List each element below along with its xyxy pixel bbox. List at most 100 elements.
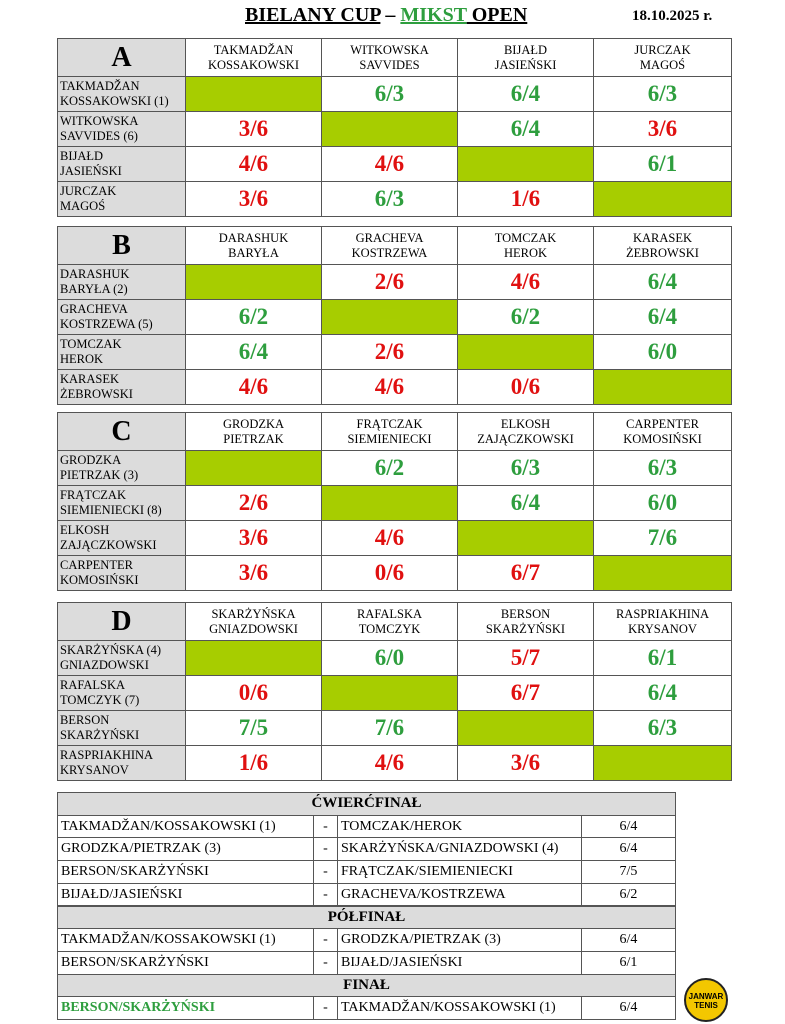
header-line: ŻEBROWSKI xyxy=(626,245,699,260)
score-cell xyxy=(321,299,458,335)
name-line: RASPRIAKHINA xyxy=(60,748,154,762)
score-cell xyxy=(593,369,732,405)
score-cell: 3/6 xyxy=(457,745,594,781)
score-cell xyxy=(185,264,322,300)
score: 6/7 xyxy=(510,680,541,705)
header-line: KOMOSIŃSKI xyxy=(623,431,702,446)
score-cell: 4/6 xyxy=(321,520,458,556)
score-cell: 3/6 xyxy=(185,555,322,591)
score-cell: 4/6 xyxy=(321,146,458,182)
score-cell xyxy=(185,76,322,112)
header-line: TAKMADŽAN xyxy=(213,42,294,57)
name-line: MAGOŚ xyxy=(60,199,106,213)
match-team1: BIJAŁD/JASIEŃSKI xyxy=(57,882,314,907)
score-cell: 3/6 xyxy=(185,111,322,147)
score-cell: 6/0 xyxy=(593,485,732,521)
score-cell: 4/6 xyxy=(185,146,322,182)
match-sep: - xyxy=(313,950,338,975)
name-line: GRACHEVA xyxy=(60,302,128,316)
name-line: SAVVIDES (6) xyxy=(60,129,138,143)
match-sep: - xyxy=(313,928,338,952)
row-name: TOMCZAK HEROK xyxy=(57,334,186,370)
match-sep: - xyxy=(313,860,338,884)
row-name: BIJAŁD JASIEŃSKI xyxy=(57,146,186,182)
score: 6/4 xyxy=(510,116,541,141)
letter: C xyxy=(111,415,132,447)
score-cell: 7/6 xyxy=(593,520,732,556)
name-line: GRODZKA xyxy=(60,453,122,467)
header-line: TOMCZAK xyxy=(494,230,557,245)
sep: - xyxy=(323,1000,328,1016)
row-name: WITKOWSKA SAVVIDES (6) xyxy=(57,111,186,147)
score: 4/6 xyxy=(238,374,269,399)
header-line: MAGOŚ xyxy=(639,57,686,72)
match-sep: - xyxy=(313,814,338,839)
match-score: 6/4 xyxy=(581,996,676,1020)
score-cell: 6/4 xyxy=(457,485,594,521)
name-line: KOSSAKOWSKI (1) xyxy=(60,94,169,108)
score: 4/6 xyxy=(238,151,269,176)
column-header: JURCZAK MAGOŚ xyxy=(593,38,732,77)
match-score: 6/2 xyxy=(581,882,676,907)
score-cell: 6/7 xyxy=(457,555,594,591)
header-line: SKARŻYŃSKA xyxy=(211,606,296,621)
score: 6/7 xyxy=(510,560,541,585)
score-cell: 6/2 xyxy=(457,299,594,335)
logo-text: TENIS xyxy=(694,1001,718,1010)
name-line: HEROK xyxy=(60,352,104,366)
logo: JANWAR TENIS xyxy=(684,978,728,1022)
score: 3/6 xyxy=(238,116,269,141)
score: 6/2 xyxy=(619,886,638,902)
team1: GRODZKA/PIETRZAK (3) xyxy=(61,841,221,857)
name-line: BERSON xyxy=(60,713,110,727)
header-line: ELKOSH xyxy=(500,416,551,431)
header-line: KOSSAKOWSKI xyxy=(208,57,299,72)
name-line: WITKOWSKA xyxy=(60,114,139,128)
letter: B xyxy=(112,229,131,261)
header-line: RASPRIAKHINA xyxy=(615,606,710,621)
match-team2: TAKMADŽAN/KOSSAKOWSKI (1) xyxy=(337,996,582,1020)
score: 1/6 xyxy=(510,186,541,211)
score: 0/6 xyxy=(238,680,269,705)
header-line: KOSTRZEWA xyxy=(351,245,428,260)
score-cell xyxy=(457,710,594,746)
match-team1: GRODZKA/PIETRZAK (3) xyxy=(57,837,314,862)
score: 6/2 xyxy=(510,304,541,329)
logo-text: JANWAR xyxy=(688,992,724,1001)
team1: BERSON/SKARŻYŃSKI xyxy=(61,954,209,970)
name-line: TOMCZAK xyxy=(60,337,122,351)
score: 4/6 xyxy=(374,525,405,550)
name-line: GNIAZDOWSKI xyxy=(60,658,149,672)
score-cell: 3/6 xyxy=(593,111,732,147)
stage-title: ĆWIERĆFINAŁ xyxy=(57,792,676,816)
name-line: JURCZAK xyxy=(60,184,117,198)
stage: ĆWIERĆFINAŁ xyxy=(311,795,422,812)
score-cell: 2/6 xyxy=(321,334,458,370)
score: 3/6 xyxy=(238,186,269,211)
score-cell xyxy=(593,745,732,781)
score: 6/0 xyxy=(647,339,678,364)
title-part: MIKST xyxy=(400,4,467,26)
column-header: BIJAŁD JASIEŃSKI xyxy=(457,38,594,77)
header-line: SIEMIENIECKI xyxy=(347,431,432,446)
name-line: JASIEŃSKI xyxy=(60,164,122,178)
title-part: OPEN xyxy=(466,4,528,26)
score: 7/6 xyxy=(647,525,678,550)
name-line: SKARŻYŃSKI xyxy=(60,728,140,742)
header-line: KRYSANOV xyxy=(628,621,697,636)
column-header: GRACHEVA KOSTRZEWA xyxy=(321,226,458,265)
score-cell: 0/6 xyxy=(185,675,322,711)
match-team2: FRĄTCZAK/SIEMIENIECKI xyxy=(337,860,582,884)
score: 6/3 xyxy=(374,81,405,106)
score-cell xyxy=(593,555,732,591)
score: 6/4 xyxy=(238,339,269,364)
score-cell: 4/6 xyxy=(185,369,322,405)
score: 6/2 xyxy=(374,455,405,480)
score: 7/5 xyxy=(619,863,638,879)
score-cell: 6/4 xyxy=(185,334,322,370)
team2: GRODZKA/PIETRZAK (3) xyxy=(341,932,501,948)
row-name: KARASEK ŻEBROWSKI xyxy=(57,369,186,405)
score: 6/4 xyxy=(619,932,638,948)
team1: BERSON/SKARŻYŃSKI xyxy=(61,863,209,879)
